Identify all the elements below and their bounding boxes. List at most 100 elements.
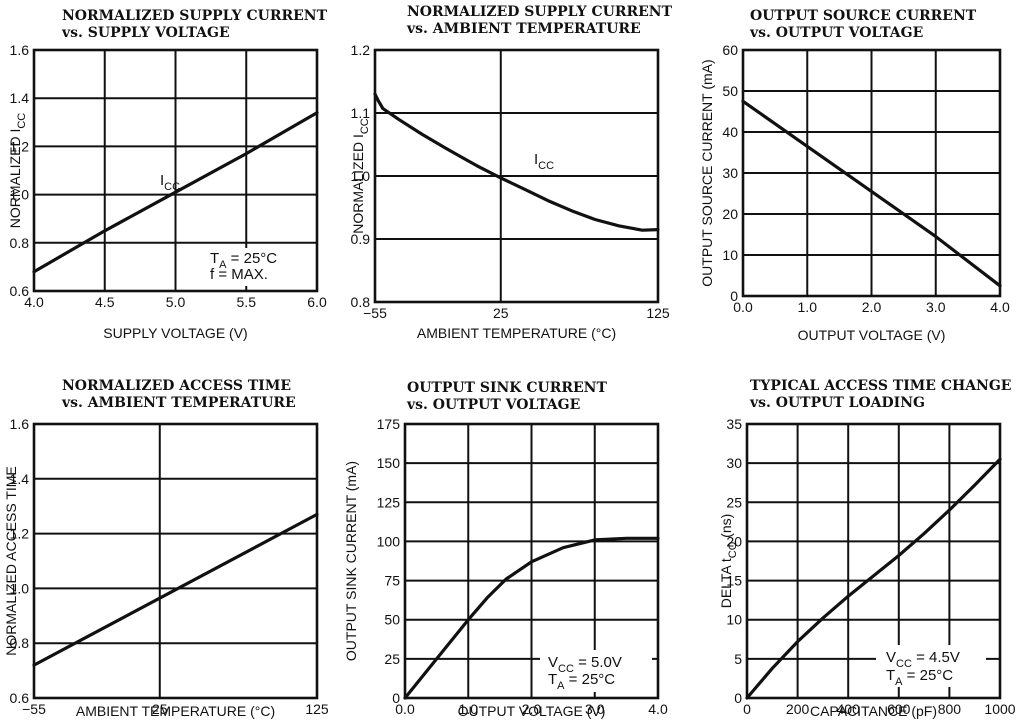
chart-title: NORMALIZED SUPPLY CURRENT <box>407 4 673 20</box>
y-tick-label: 75 <box>384 573 400 589</box>
x-tick-label: 2.0 <box>862 299 882 315</box>
x-axis-label: OUTPUT VOLTAGE (V) <box>458 703 606 719</box>
series-line-1 <box>745 457 1002 700</box>
x-tick-label: 600 <box>887 701 911 717</box>
annotation-label: TA = 25°C <box>886 667 953 688</box>
chart-subtitle: vs. AMBIENT TEMPERATURE <box>406 21 641 37</box>
x-tick-label: 4.0 <box>24 294 44 310</box>
x-tick-label: 5.5 <box>237 294 257 310</box>
x-tick-label: 2.0 <box>522 701 542 717</box>
series-line-1 <box>373 92 660 232</box>
y-tick-label: 1.2 <box>351 42 371 58</box>
y-tick-label: 30 <box>726 455 742 471</box>
x-tick-label: 125 <box>305 701 329 717</box>
x-tick-label: 25 <box>152 701 168 717</box>
annotation-label: TA = 25°C <box>210 250 277 271</box>
y-tick-label: 50 <box>384 612 400 628</box>
plot-frame <box>741 48 1002 298</box>
y-tick-label: 10 <box>722 247 738 263</box>
x-axis-label: CAPACITANCE (pF) <box>810 703 937 719</box>
chart-subtitle: vs. OUTPUT VOLTAGE <box>406 397 580 413</box>
y-tick-label: 1.0 <box>10 580 30 596</box>
x-tick-label: 5.0 <box>166 294 186 310</box>
x-tick-label: 1.0 <box>459 701 479 717</box>
y-tick-label: 0.9 <box>351 231 371 247</box>
plot-frame <box>403 422 660 700</box>
y-axis-label: NORMALIZED ICC <box>7 113 28 229</box>
y-tick-label: 125 <box>377 494 401 510</box>
annotation-box <box>200 248 296 286</box>
y-tick-label: 1.2 <box>10 526 30 542</box>
y-tick-label: 1.6 <box>10 42 30 58</box>
y-tick-label: 0 <box>392 690 400 706</box>
y-tick-label: 40 <box>722 124 738 140</box>
x-tick-label: −55 <box>363 305 387 321</box>
y-axis-label: OUTPUT SOURCE CURRENT (mA) <box>699 59 715 286</box>
series-line-1 <box>741 99 1002 288</box>
x-axis-label: AMBIENT TEMPERATURE (°C) <box>76 703 275 719</box>
y-tick-label: 0.8 <box>351 294 371 310</box>
y-tick-label: 0.6 <box>10 283 30 299</box>
chart-subtitle: vs. OUTPUT LOADING <box>749 395 925 411</box>
chart-subtitle: vs. OUTPUT VOLTAGE <box>749 25 923 41</box>
y-tick-label: 50 <box>722 83 738 99</box>
y-tick-label: 0.8 <box>10 235 30 251</box>
annotation-label: VCC = 4.5V <box>886 649 960 670</box>
y-tick-label: 20 <box>726 533 742 549</box>
series-line-1 <box>32 111 319 274</box>
x-tick-label: 4.5 <box>95 294 115 310</box>
y-tick-label: 0 <box>730 288 738 304</box>
y-tick-label: 1.1 <box>351 105 371 121</box>
y-tick-label: 25 <box>726 494 742 510</box>
y-tick-label: 150 <box>377 455 401 471</box>
chart-title: OUTPUT SINK CURRENT <box>407 380 607 396</box>
y-tick-label: 175 <box>377 416 401 432</box>
x-tick-label: 25 <box>493 305 509 321</box>
x-tick-label: 0.0 <box>733 299 753 315</box>
chart-title: NORMALIZED ACCESS TIME <box>62 378 291 394</box>
chart-title: TYPICAL ACCESS TIME CHANGE <box>750 378 1011 394</box>
y-tick-label: 35 <box>726 416 742 432</box>
plot-frame <box>32 48 319 293</box>
x-tick-label: 4.0 <box>990 299 1010 315</box>
chart-title: NORMALIZED SUPPLY CURRENT <box>62 8 328 24</box>
annotation-box <box>876 645 986 687</box>
y-tick-label: 1.4 <box>10 471 30 487</box>
x-axis-label: OUTPUT VOLTAGE (V) <box>798 327 946 343</box>
chart-subtitle: vs. AMBIENT TEMPERATURE <box>61 395 296 411</box>
y-tick-label: 20 <box>722 206 738 222</box>
x-tick-label: 1000 <box>984 701 1015 717</box>
y-tick-label: 0 <box>734 690 742 706</box>
y-tick-label: 1.0 <box>10 187 30 203</box>
y-tick-label: 15 <box>726 573 742 589</box>
x-tick-label: 6.0 <box>307 294 327 310</box>
annotation-box <box>540 650 652 692</box>
y-tick-label: 5 <box>734 651 742 667</box>
series-line-1 <box>403 536 660 700</box>
x-tick-label: 125 <box>646 305 670 321</box>
y-tick-label: 100 <box>377 533 401 549</box>
x-tick-label: 800 <box>938 701 962 717</box>
x-tick-label: 3.0 <box>926 299 946 315</box>
x-tick-label: 200 <box>786 701 810 717</box>
x-tick-label: 1.0 <box>798 299 818 315</box>
annotation-label: ICC <box>534 151 554 172</box>
annotation-label: TA = 25°C <box>548 671 615 692</box>
y-tick-label: 1.0 <box>351 168 371 184</box>
y-axis-label: DELTA tCO (ns) <box>718 514 739 609</box>
y-tick-label: 60 <box>722 42 738 58</box>
x-tick-label: −55 <box>22 701 46 717</box>
y-axis-label: OUTPUT SINK CURRENT (mA) <box>343 461 359 661</box>
x-axis-label: AMBIENT TEMPERATURE (°C) <box>417 325 616 341</box>
chart-title: OUTPUT SOURCE CURRENT <box>750 8 977 24</box>
annotation-label: f = MAX. <box>210 266 268 283</box>
x-tick-label: 3.0 <box>585 701 605 717</box>
plot-frame <box>745 422 1002 700</box>
x-tick-label: 400 <box>837 701 861 717</box>
